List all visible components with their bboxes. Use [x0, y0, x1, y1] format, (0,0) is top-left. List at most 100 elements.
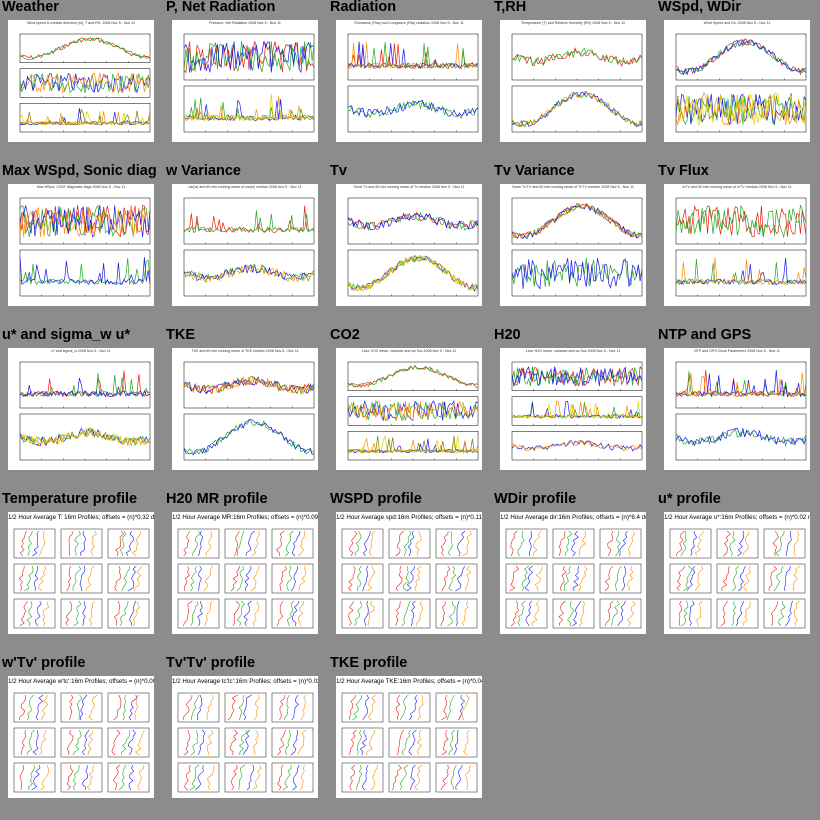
plot-thumbnail[interactable]: Sonic Tv'Tv' and 60 min running mean of …	[500, 184, 646, 306]
plot-title: Tv Flux	[658, 163, 709, 179]
plot-title: H20 MR profile	[166, 491, 268, 507]
plot-caption: Pressure, Net Radiation 2008 Nov 5 - Nov…	[209, 21, 281, 25]
plot-thumbnail[interactable]: 1/2 Hour Average T: 16m Profiles; offset…	[8, 512, 154, 634]
plot-thumbnail-graphic	[341, 692, 478, 793]
plot-thumbnail-graphic	[675, 361, 807, 461]
plot-cell: Tv Variance Sonic Tv'Tv' and 60 min runni…	[492, 163, 656, 328]
plot-caption: TKE and 60 min running mean of TKE media…	[191, 349, 299, 353]
plot-thumbnail[interactable]: 1/2 Hour Average w'tc':16m Profiles; off…	[8, 676, 154, 798]
plot-caption: u* and sigma_w 2008 Nov 5 - Nov 11	[51, 349, 111, 353]
plot-thumbnail-graphic	[669, 528, 806, 629]
plot-caption: 1/2 Hour Average tc'tc':16m Profiles; of…	[172, 678, 318, 685]
plot-title: H20	[494, 327, 521, 343]
plot-caption: Wind Speed and Dir, 2008 Nov 5 - Nov 11	[703, 21, 771, 25]
plot-thumbnail[interactable]: Shortwave (Rsw) and Longwave (Rlw) radia…	[336, 20, 482, 142]
plot-caption: Licor H2O mean, variance and wc flux 200…	[525, 349, 621, 353]
plot-thumbnail[interactable]: 1/2 Hour Average spd:16m Profiles; offse…	[336, 512, 482, 634]
plot-thumbnail[interactable]: 1/2 Hour Average tc'tc':16m Profiles; of…	[172, 676, 318, 798]
plot-title: WSPD profile	[330, 491, 422, 507]
plot-cell: WSPD profile 1/2 Hour Average spd:16m Pro…	[328, 491, 492, 656]
plot-title: Weather	[2, 0, 59, 15]
plot-thumbnail-graphic	[511, 33, 643, 133]
plot-thumbnail-graphic	[347, 361, 479, 461]
plot-cell: H20 MR profile 1/2 Hour Average MR:16m Pr…	[164, 491, 328, 656]
plot-title: Radiation	[330, 0, 397, 15]
plot-thumbnail[interactable]: NTP and GPS Clock Parameters 2008 Nov 5 …	[664, 348, 810, 470]
plot-title: WSpd, WDir	[658, 0, 741, 15]
plot-cell: Max WSpd, Sonic diag Max WSpd, CSAT diagn…	[0, 163, 164, 328]
plot-thumbnail-graphic	[177, 692, 314, 793]
plot-caption: Sonic Tv'Tv' and 60 min running mean of …	[512, 185, 634, 189]
plot-thumbnail-graphic	[13, 528, 150, 629]
plot-cell: Weather Wind speed & median direction (m)…	[0, 0, 164, 164]
plot-thumbnail-graphic	[183, 197, 315, 297]
plot-caption: Shortwave (Rsw) and Longwave (Rlw) radia…	[354, 21, 464, 25]
plot-thumbnail[interactable]: w'Tv' and 60 min running mean of w'Tv' m…	[664, 184, 810, 306]
plot-cell: Temperature profile 1/2 Hour Average T: 1…	[0, 491, 164, 656]
plot-cell: u* profile 1/2 Hour Average u*:16m Profil…	[656, 491, 820, 656]
plot-cell: WSpd, WDir Wind Speed and Dir, 2008 Nov 5…	[656, 0, 820, 164]
plot-cell: Tv Sonic Tv and 60 min running mean of Tv…	[328, 163, 492, 328]
plot-thumbnail-graphic	[183, 33, 315, 133]
plot-cell: NTP and GPS NTP and GPS Clock Parameters …	[656, 327, 820, 492]
plot-caption: 1/2 Hour Average spd:16m Profiles; offse…	[336, 514, 482, 521]
plot-caption: 1/2 Hour Average u*:16m Profiles; offset…	[664, 514, 810, 521]
plot-thumbnail[interactable]: var(w) and 60 min running mean of var(w)…	[172, 184, 318, 306]
plot-title: Max WSpd, Sonic diag	[2, 163, 157, 179]
plot-thumbnail-graphic	[19, 197, 151, 297]
plot-thumbnail[interactable]: u* and sigma_w 2008 Nov 5 - Nov 11	[8, 348, 154, 470]
plot-thumbnail-graphic	[347, 33, 479, 133]
plot-thumbnail-graphic	[505, 528, 642, 629]
plot-title: TKE profile	[330, 655, 408, 671]
plot-thumbnail-graphic	[347, 197, 479, 297]
plot-thumbnail[interactable]: 1/2 Hour Average dir:16m Profiles; offse…	[500, 512, 646, 634]
plot-title: TKE	[166, 327, 195, 343]
plot-caption: Licor CO2 mean, variance and wc flux 200…	[361, 349, 457, 353]
plot-thumbnail-graphic	[19, 33, 151, 133]
plot-title: WDir profile	[494, 491, 577, 507]
plot-title: T,RH	[494, 0, 527, 15]
plot-cell: TKE profile 1/2 Hour Average TKE:16m Prof…	[328, 655, 492, 820]
plot-thumbnail[interactable]: TKE and 60 min running mean of TKE media…	[172, 348, 318, 470]
plot-thumbnail-graphic	[177, 528, 314, 629]
plot-cell: Tv'Tv' profile 1/2 Hour Average tc'tc':16…	[164, 655, 328, 820]
plot-title: w Variance	[166, 163, 241, 179]
plot-title: Tv'Tv' profile	[166, 655, 256, 671]
plot-thumbnail-graphic	[13, 692, 150, 793]
plot-thumbnail[interactable]: Licor CO2 mean, variance and wc flux 200…	[336, 348, 482, 470]
plot-caption: Max WSpd, CSAT diagnostic flags 2008 Nov…	[36, 185, 126, 189]
plot-thumbnail[interactable]: Max WSpd, CSAT diagnostic flags 2008 Nov…	[8, 184, 154, 306]
plot-thumbnail-graphic	[675, 197, 807, 297]
plot-title: CO2	[330, 327, 360, 343]
plot-cell: CO2 Licor CO2 mean, variance and wc flux …	[328, 327, 492, 492]
plot-thumbnail[interactable]: 1/2 Hour Average TKE:16m Profiles; offse…	[336, 676, 482, 798]
plot-cell: Tv Flux w'Tv' and 60 min running mean of …	[656, 163, 820, 328]
plot-thumbnail[interactable]: 1/2 Hour Average u*:16m Profiles; offset…	[664, 512, 810, 634]
plot-caption: 1/2 Hour Average w'tc':16m Profiles; off…	[8, 678, 154, 685]
plot-thumbnail[interactable]: 1/2 Hour Average MR:16m Profiles; offset…	[172, 512, 318, 634]
plot-caption: w'Tv' and 60 min running mean of w'Tv' m…	[682, 185, 792, 189]
plot-thumbnail-graphic	[183, 361, 315, 461]
plot-caption: Temperature (T) and Relative Humidity (R…	[521, 21, 625, 25]
plot-title: Tv	[330, 163, 347, 179]
plot-cell: TKE TKE and 60 min running mean of TKE me…	[164, 327, 328, 492]
plot-thumbnail-graphic	[511, 361, 643, 461]
plot-thumbnail[interactable]: Wind speed & median direction (m), T and…	[8, 20, 154, 142]
plot-thumbnail[interactable]: Pressure, Net Radiation 2008 Nov 5 - Nov…	[172, 20, 318, 142]
plot-title: u* and sigma_w u*	[2, 327, 131, 343]
plot-thumbnail[interactable]: Wind Speed and Dir, 2008 Nov 5 - Nov 11	[664, 20, 810, 142]
plot-cell: T,RH Temperature (T) and Relative Humidit…	[492, 0, 656, 164]
plot-title: P, Net Radiation	[166, 0, 276, 15]
plot-thumbnail[interactable]: Licor H2O mean, variance and wc flux 200…	[500, 348, 646, 470]
plot-thumbnail[interactable]: Temperature (T) and Relative Humidity (R…	[500, 20, 646, 142]
plot-thumbnail-graphic	[341, 528, 478, 629]
plot-cell: w Variance var(w) and 60 min running mean…	[164, 163, 328, 328]
plot-title: NTP and GPS	[658, 327, 752, 343]
plot-caption: 1/2 Hour Average T: 16m Profiles; offset…	[8, 514, 154, 521]
plot-cell: u* and sigma_w u* u* and sigma_w 2008 Nov…	[0, 327, 164, 492]
plot-thumbnail-graphic	[675, 33, 807, 133]
plot-thumbnail[interactable]: Sonic Tv and 60 min running mean of Tv m…	[336, 184, 482, 306]
plot-caption: Wind speed & median direction (m), T and…	[26, 21, 136, 25]
plot-caption: NTP and GPS Clock Parameters 2008 Nov 5 …	[694, 349, 780, 353]
plot-caption: 1/2 Hour Average dir:16m Profiles; offse…	[500, 514, 646, 521]
